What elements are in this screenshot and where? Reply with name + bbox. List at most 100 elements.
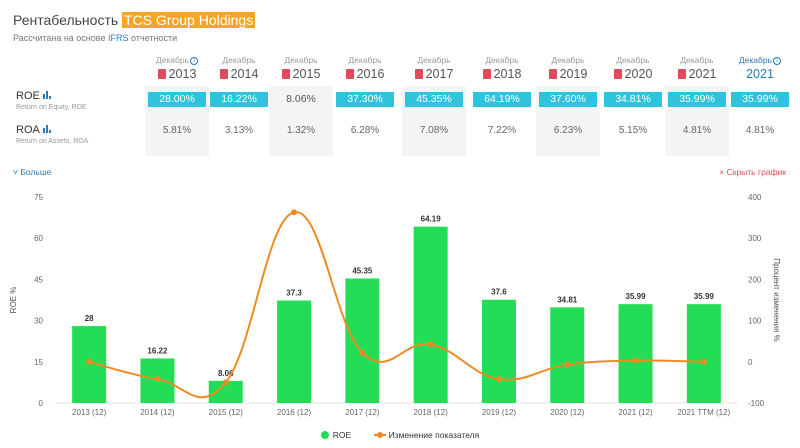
legend-dot-icon	[320, 431, 329, 439]
x-tick-label: 2015 (12)	[209, 408, 244, 417]
month-label: Декабрь	[680, 55, 714, 65]
month-label: Декабрь	[485, 55, 519, 65]
bar-value-label: 64.19	[421, 215, 442, 224]
year-column-header[interactable]: Декабрь 2015	[264, 55, 338, 82]
roe-bar	[481, 299, 516, 403]
pdf-icon[interactable]	[482, 69, 491, 79]
info-icon[interactable]: i	[773, 57, 782, 65]
roa-cell: 5.15%	[618, 125, 648, 136]
y2-tick-label: 200	[748, 275, 762, 284]
change-point	[154, 376, 161, 383]
x-tick-label: 2020 (12)	[550, 408, 585, 417]
chart-icon[interactable]	[42, 91, 52, 99]
change-point	[632, 357, 639, 364]
y2-tick-label: 300	[748, 234, 762, 243]
year-column-header[interactable]: Декабрь 2017	[397, 55, 471, 82]
y-tick-label: 45	[34, 275, 43, 284]
year-label: 2020	[624, 67, 653, 81]
legend-label-roe: ROE	[332, 430, 352, 440]
roa-row-header: ROA Return on Assets, ROA	[16, 124, 88, 145]
page-title: Рентабельность TCS Group Holdings	[13, 12, 256, 28]
roe-cell: 16.22%	[210, 92, 268, 107]
roe-name: ROE	[16, 90, 40, 102]
y2-tick-label: 100	[748, 317, 762, 326]
pdf-icon[interactable]	[219, 69, 228, 79]
page-subtitle: Рассчитана на основе IFRS отчетности	[13, 33, 177, 43]
legend-item-roe[interactable]: ROE	[320, 430, 352, 440]
column-shade	[269, 86, 333, 156]
month-label: Декабрь	[738, 55, 773, 65]
y2-axis-title: Процент изменения %	[772, 258, 781, 341]
year-column-header[interactable]: Декабрь 2016	[328, 55, 402, 82]
roe-desc: Return on Equity, ROE	[16, 104, 87, 111]
roe-cell: 8.06%	[286, 93, 316, 105]
roe-bar	[345, 278, 380, 403]
y-tick-label: 75	[34, 193, 43, 202]
pdf-icon[interactable]	[414, 69, 423, 79]
roe-bar	[618, 304, 653, 403]
year-column-header[interactable]: Декабрь 2020	[596, 55, 670, 82]
pdf-icon[interactable]	[345, 69, 354, 79]
hide-chart-link[interactable]: × Скрыть график	[719, 167, 786, 177]
roa-cell: 4.81%	[745, 125, 775, 136]
year-label: 2015	[292, 67, 321, 81]
bar-value-label: 28	[85, 314, 94, 323]
month-label: Декабрь	[155, 55, 190, 65]
subtitle-accent[interactable]: IFRS	[108, 33, 129, 43]
bar-value-label: 45.35	[352, 266, 373, 275]
year-label: 2013	[168, 67, 197, 81]
y2-tick-label: -100	[748, 399, 765, 408]
more-link[interactable]: ˅ Больше	[13, 167, 52, 177]
change-point	[359, 349, 366, 356]
y-tick-label: 60	[34, 234, 43, 243]
chart-icon[interactable]	[42, 125, 52, 133]
legend-label-change: Изменение показателя	[388, 430, 480, 440]
year-column-header[interactable]: Декабрь i 2021	[723, 55, 797, 82]
pdf-icon[interactable]	[281, 69, 290, 79]
roe-cell: 37.60%	[539, 92, 597, 107]
month-label: Декабрь	[222, 55, 256, 65]
pdf-icon[interactable]	[157, 69, 166, 79]
y-tick-label: 0	[39, 399, 44, 408]
year-label: 2019	[559, 67, 588, 81]
title-prefix: Рентабельность	[13, 12, 119, 28]
bar-value-label: 35.99	[626, 292, 647, 301]
roe-bar	[413, 226, 448, 403]
roe-cell: 64.19%	[473, 92, 531, 107]
year-label: 2017	[425, 67, 454, 81]
x-tick-label: 2013 (12)	[72, 408, 107, 417]
year-column-header[interactable]: Декабрь i 2013	[140, 55, 214, 82]
roa-cell: 6.23%	[553, 125, 583, 136]
pdf-icon[interactable]	[613, 69, 622, 79]
roe-bar	[550, 307, 585, 403]
y2-tick-label: 0	[748, 358, 753, 367]
roe-cell: 45.35%	[405, 92, 463, 107]
change-point	[291, 209, 298, 216]
roe-bar	[686, 304, 721, 403]
year-column-header[interactable]: Декабрь 2014	[202, 55, 276, 82]
roa-desc: Return on Assets, ROA	[16, 138, 89, 145]
year-label: 2021	[746, 67, 774, 81]
change-point	[222, 379, 229, 386]
pdf-icon[interactable]	[677, 69, 686, 79]
y-tick-label: 15	[34, 358, 43, 367]
roe-cell: 35.99%	[668, 92, 726, 107]
roe-bar	[208, 380, 243, 403]
year-label: 2014	[230, 67, 259, 81]
roe-cell: 28.00%	[148, 92, 206, 107]
x-tick-label: 2021 TTM (12)	[677, 408, 730, 417]
year-column-header[interactable]: Декабрь 2018	[465, 55, 539, 82]
x-tick-label: 2019 (12)	[482, 408, 517, 417]
year-column-header[interactable]: Декабрь 2021	[660, 55, 734, 82]
month-label: Декабрь	[417, 55, 451, 65]
month-label: Декабрь	[551, 55, 585, 65]
x-tick-label: 2016 (12)	[277, 408, 312, 417]
roe-chart: 0 15 30 45 60 75 -100 0 100 200 300 400 ROE % Процент…	[9, 193, 781, 417]
change-point	[427, 341, 434, 348]
legend-item-change[interactable]: Изменение показателя	[373, 430, 480, 440]
pdf-icon[interactable]	[548, 69, 557, 79]
subtitle-suffix: отчетности	[131, 33, 178, 43]
info-icon[interactable]: i	[190, 57, 199, 65]
year-column-header[interactable]: Декабрь 2019	[531, 55, 605, 82]
month-label: Декабрь	[616, 55, 650, 65]
